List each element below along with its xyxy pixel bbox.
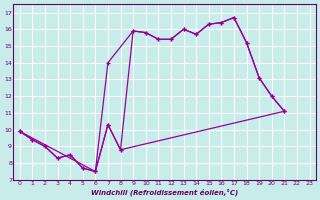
X-axis label: Windchill (Refroidissement éolien,°C): Windchill (Refroidissement éolien,°C) <box>91 188 238 196</box>
